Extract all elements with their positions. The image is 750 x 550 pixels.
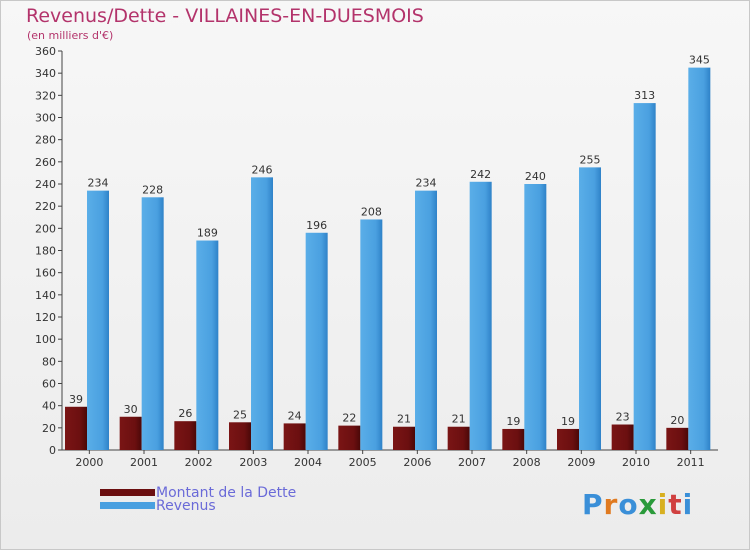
value-label-revenus: 208 (361, 205, 382, 218)
value-label-revenus: 228 (142, 183, 163, 196)
y-tick-label: 40 (42, 400, 56, 413)
value-label-revenus: 240 (525, 170, 546, 183)
y-tick-label: 60 (42, 378, 56, 391)
chart-axes: 0204060801001201401601802002202402602803… (35, 45, 718, 469)
value-label-revenus: 246 (252, 163, 273, 176)
value-label-dette: 22 (342, 412, 356, 425)
y-tick-label: 260 (35, 156, 56, 169)
bar-dette (229, 422, 251, 450)
y-tick-label: 300 (35, 112, 56, 125)
value-label-revenus: 255 (580, 153, 601, 166)
chart-value-labels: 39 234 30 228 26 189 25 246 24 196 22 208 21 234 21 242… (69, 54, 710, 428)
bar-dette (283, 423, 306, 450)
x-tick-label: 2010 (622, 456, 650, 469)
chart-bars (65, 67, 711, 451)
value-label-dette: 25 (233, 408, 247, 421)
bar-revenus (360, 219, 383, 450)
bar-revenus (579, 167, 601, 450)
legend-label-revenus: Revenus (156, 498, 216, 514)
bar-dette (393, 426, 415, 450)
bar-revenus (87, 190, 109, 450)
value-label-dette: 19 (561, 415, 575, 428)
proxiti-logo: Proxiti (582, 488, 694, 521)
y-tick-label: 280 (35, 134, 56, 147)
y-tick-label: 220 (35, 200, 56, 213)
y-tick-label: 160 (35, 267, 56, 280)
value-label-revenus: 313 (634, 89, 655, 102)
chart-title: Revenus/Dette - VILLAINES-EN-DUESMOIS (26, 5, 424, 27)
bar-dette (65, 406, 87, 450)
x-tick-label: 2004 (294, 456, 322, 469)
y-tick-label: 200 (35, 222, 56, 235)
value-label-dette: 21 (452, 413, 466, 426)
y-tick-label: 180 (35, 245, 56, 258)
x-tick-label: 2003 (239, 456, 267, 469)
value-label-dette: 19 (506, 415, 520, 428)
bar-dette (666, 427, 689, 450)
y-tick-label: 80 (42, 355, 56, 368)
value-label-revenus: 189 (197, 227, 218, 240)
y-tick-label: 360 (35, 45, 56, 58)
bar-revenus (688, 67, 711, 450)
bar-revenus (633, 103, 656, 450)
value-label-dette: 39 (69, 393, 83, 406)
y-tick-label: 140 (35, 289, 56, 302)
value-label-dette: 30 (124, 403, 138, 416)
value-label-revenus: 242 (470, 168, 491, 181)
legend-swatch-revenus (100, 502, 155, 509)
bar-dette (611, 424, 634, 450)
value-label-revenus: 234 (88, 177, 109, 190)
y-tick-label: 0 (49, 444, 56, 457)
x-tick-label: 2009 (567, 456, 595, 469)
bar-revenus (524, 184, 547, 450)
legend-label-dette: Montant de la Dette (156, 485, 297, 501)
x-tick-label: 2008 (513, 456, 541, 469)
bar-revenus (305, 232, 328, 450)
bar-dette (557, 428, 579, 450)
x-tick-label: 2007 (458, 456, 486, 469)
chart-subtitle: (en milliers d'€) (27, 29, 114, 42)
x-tick-label: 2001 (130, 456, 158, 469)
y-tick-label: 320 (35, 89, 56, 102)
value-label-dette: 21 (397, 413, 411, 426)
value-label-dette: 23 (616, 411, 630, 424)
bar-revenus (469, 181, 492, 451)
bar-dette (338, 425, 361, 450)
legend-swatch-dette (100, 489, 155, 496)
y-tick-label: 120 (35, 311, 56, 324)
bar-dette (174, 421, 197, 450)
bar-dette (447, 426, 470, 450)
value-label-dette: 20 (670, 414, 684, 427)
bar-dette (119, 416, 142, 450)
x-tick-label: 2005 (349, 456, 377, 469)
bar-revenus (251, 177, 273, 450)
y-tick-label: 340 (35, 67, 56, 80)
bar-dette (502, 428, 525, 450)
value-label-dette: 24 (288, 409, 302, 422)
x-tick-label: 2011 (677, 456, 705, 469)
bar-revenus (415, 190, 437, 450)
bar-revenus (196, 240, 219, 450)
y-tick-label: 240 (35, 178, 56, 191)
x-tick-label: 2006 (403, 456, 431, 469)
value-label-dette: 26 (178, 407, 192, 420)
value-label-revenus: 234 (416, 177, 437, 190)
y-tick-label: 100 (35, 333, 56, 346)
bar-revenus (141, 197, 164, 450)
y-tick-label: 20 (42, 422, 56, 435)
value-label-revenus: 196 (306, 219, 327, 232)
value-label-revenus: 345 (689, 54, 710, 67)
x-tick-label: 2000 (75, 456, 103, 469)
x-tick-label: 2002 (185, 456, 213, 469)
